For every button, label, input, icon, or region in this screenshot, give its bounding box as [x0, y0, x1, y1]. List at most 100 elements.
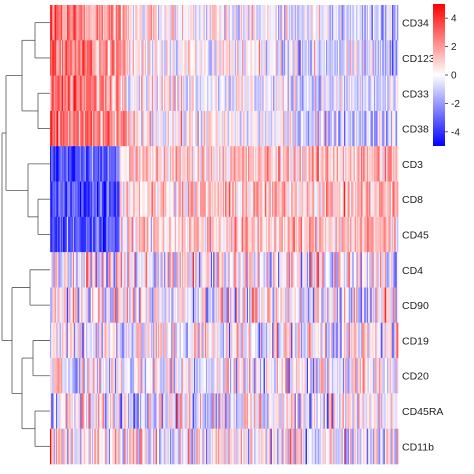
heatmap-cell: [202, 252, 204, 288]
heatmap-cell: [244, 252, 246, 288]
heatmap-cell: [305, 181, 308, 218]
heatmap-cell: [114, 287, 117, 324]
heatmap-cell: [286, 322, 288, 359]
heatmap-cell: [246, 110, 249, 147]
heatmap-cell: [149, 110, 152, 147]
heatmap-cell: [232, 40, 234, 76]
heatmap-cell: [62, 358, 64, 394]
heatmap-cell: [138, 146, 141, 182]
heatmap-cell: [192, 40, 195, 76]
heatmap-cell: [359, 252, 362, 288]
heatmap-cell: [213, 216, 215, 253]
heatmap-cell: [196, 216, 198, 253]
heatmap-cell: [159, 110, 161, 147]
heatmap-cell: [89, 428, 92, 465]
heatmap-cell: [120, 110, 123, 147]
heatmap-cell: [281, 287, 284, 324]
heatmap-cell: [341, 110, 344, 147]
heatmap-cell: [105, 287, 107, 324]
heatmap-cell: [212, 216, 214, 253]
heatmap-cell: [323, 75, 326, 112]
heatmap-cell: [300, 146, 303, 182]
heatmap-cell: [57, 216, 59, 253]
heatmap-cell: [68, 146, 70, 182]
heatmap-cell: [338, 181, 340, 218]
heatmap-cell: [282, 393, 285, 430]
heatmap-cell: [124, 110, 126, 147]
heatmap-cell: [368, 393, 370, 430]
heatmap-cell: [245, 393, 248, 430]
heatmap-cell: [112, 252, 114, 288]
heatmap-cell: [162, 322, 165, 359]
heatmap-cell: [52, 181, 54, 218]
heatmap-cell: [173, 428, 176, 465]
heatmap-cell: [270, 287, 273, 324]
heatmap-cell: [250, 393, 252, 430]
heatmap-cell: [130, 181, 132, 218]
heatmap-cell: [78, 252, 81, 288]
heatmap-cell: [53, 322, 56, 359]
heatmap-cell: [258, 216, 261, 253]
heatmap-cell: [124, 322, 126, 359]
heatmap-cell: [309, 40, 311, 76]
heatmap-cell: [296, 5, 298, 41]
heatmap-cell: [279, 216, 281, 253]
heatmap-cell: [284, 322, 286, 359]
heatmap-cell: [224, 322, 226, 359]
heatmap-cell: [98, 252, 100, 288]
heatmap-cell: [375, 252, 377, 288]
heatmap-cell: [171, 322, 173, 359]
heatmap-cell: [93, 393, 95, 430]
heatmap-cell: [214, 358, 216, 394]
heatmap-cell: [357, 181, 359, 218]
heatmap-cell: [64, 393, 66, 430]
heatmap-cell: [153, 428, 155, 465]
heatmap-cell: [389, 40, 392, 76]
heatmap-cell: [83, 252, 86, 288]
heatmap-cell: [176, 146, 178, 182]
heatmap-cell: [137, 5, 140, 41]
heatmap-cell: [106, 216, 108, 253]
heatmap-cell: [158, 40, 160, 76]
heatmap-cell: [106, 358, 108, 394]
heatmap-cell: [254, 216, 256, 253]
heatmap-cell: [288, 358, 291, 394]
heatmap-cell: [380, 181, 382, 218]
heatmap-cell: [392, 252, 394, 288]
heatmap-cell: [101, 146, 104, 182]
heatmap-cell: [327, 252, 329, 288]
heatmap-cell: [383, 358, 386, 394]
heatmap-cell: [156, 75, 159, 112]
heatmap-cell: [220, 287, 222, 324]
heatmap-cell: [92, 110, 94, 147]
heatmap-cell: [84, 322, 87, 359]
heatmap-cell: [87, 393, 89, 430]
heatmap-cell: [303, 393, 305, 430]
heatmap-cell: [353, 252, 356, 288]
heatmap-cell: [224, 428, 226, 465]
heatmap-cell: [158, 358, 160, 394]
heatmap-cell: [308, 40, 310, 76]
heatmap-cell: [347, 287, 350, 324]
heatmap-cell: [324, 110, 327, 147]
heatmap-cell: [316, 322, 318, 359]
heatmap-cell: [333, 110, 335, 147]
heatmap-cell: [90, 146, 93, 182]
heatmap-cell: [250, 322, 252, 359]
heatmap-cell: [209, 322, 212, 359]
heatmap-cell: [365, 75, 368, 112]
heatmap-cell: [156, 358, 159, 394]
heatmap-cell: [172, 40, 174, 76]
heatmap-cell: [366, 75, 369, 112]
heatmap-cell: [197, 252, 200, 288]
heatmap-cell: [285, 322, 287, 359]
heatmap-cell: [122, 75, 124, 112]
heatmap-cell: [189, 216, 191, 253]
heatmap-cell: [324, 322, 327, 359]
heatmap-cell: [70, 40, 72, 76]
heatmap-cell: [218, 75, 220, 112]
heatmap-cell: [228, 428, 231, 465]
heatmap-cell: [252, 216, 255, 253]
heatmap-cell: [387, 287, 389, 324]
heatmap-cell: [388, 393, 390, 430]
